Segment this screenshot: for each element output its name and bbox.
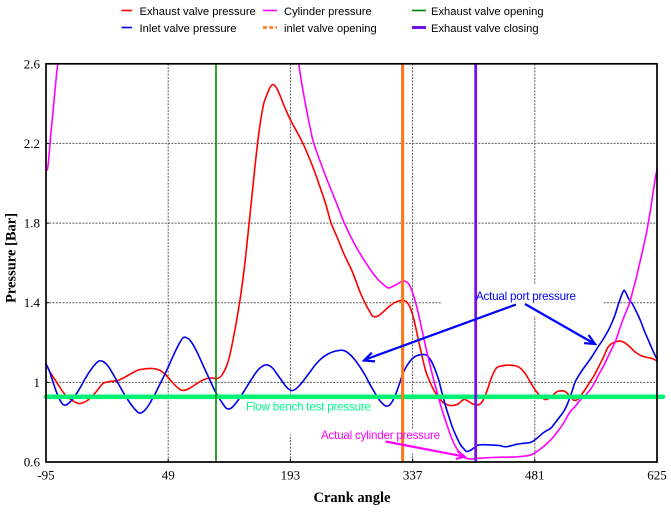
svg-text:-95: -95: [37, 468, 54, 483]
svg-text:1: 1: [34, 375, 41, 390]
svg-text:2.6: 2.6: [24, 56, 41, 71]
svg-text:Cylinder pressure: Cylinder pressure: [284, 6, 372, 18]
svg-text:Exhaust valve pressure: Exhaust valve pressure: [140, 6, 256, 18]
svg-text:Exhaust valve opening: Exhaust valve opening: [431, 6, 544, 18]
svg-text:Actual port pressure: Actual port pressure: [476, 290, 576, 303]
svg-text:1.4: 1.4: [24, 295, 41, 310]
svg-text:481: 481: [525, 468, 545, 483]
svg-text:Exhaust valve closing: Exhaust valve closing: [431, 23, 539, 35]
svg-text:337: 337: [403, 468, 423, 483]
svg-text:1.8: 1.8: [24, 216, 40, 231]
svg-text:Actual cylinder pressure: Actual cylinder pressure: [321, 429, 440, 442]
svg-text:Flow bench test pressure: Flow bench test pressure: [246, 401, 371, 414]
svg-text:inlet valve opening: inlet valve opening: [284, 23, 377, 35]
svg-text:625: 625: [647, 468, 667, 483]
svg-text:193: 193: [281, 468, 301, 483]
svg-text:49: 49: [162, 468, 175, 483]
svg-text:0.6: 0.6: [24, 455, 41, 470]
svg-text:Inlet valve pressure: Inlet valve pressure: [140, 23, 237, 35]
svg-text:2.2: 2.2: [24, 136, 40, 151]
svg-text:Pressure [Bar]: Pressure [Bar]: [4, 213, 20, 303]
svg-text:Crank angle: Crank angle: [314, 490, 392, 506]
